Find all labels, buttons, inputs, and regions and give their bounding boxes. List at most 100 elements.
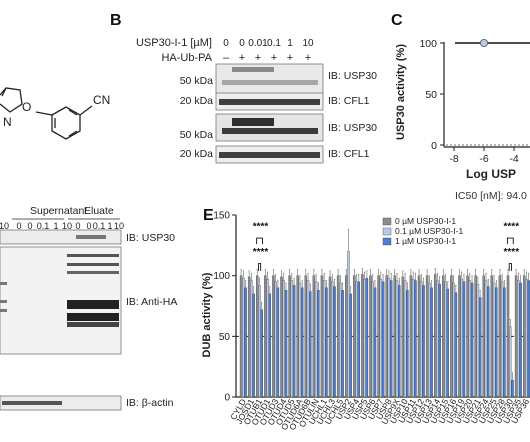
bar-usp30-s0 (506, 275, 510, 398)
panel-b-probe-label: HA-Ub-PA (161, 52, 212, 64)
bar-usp8-s0 (385, 275, 388, 398)
bar-otud6b-s2 (309, 291, 312, 398)
bar-usp10-s2 (406, 290, 409, 398)
sig-stars-outer: **** (504, 222, 520, 233)
sig-bracket-outer (506, 237, 514, 245)
bar-usp19-s1 (460, 279, 463, 398)
panel-d-lane-value: 0 (16, 221, 21, 231)
bar-otub1-s0 (256, 275, 259, 398)
blot-ib-2: IB: CFL1 (328, 95, 370, 107)
bar-uchl5-s0 (336, 275, 340, 398)
blot-cfl1-1-band (219, 99, 320, 105)
panel-d-lane-value: 10 (62, 221, 72, 231)
bar-usp35-s2 (519, 282, 522, 398)
bar-usp9x-s2 (398, 285, 401, 398)
bar-uchl1-s1 (322, 280, 326, 398)
bar-usp5-s2 (365, 277, 369, 398)
bar-josd1-s0 (247, 276, 251, 398)
panel-c-xtick-label-c: -4 (509, 153, 518, 165)
sig-bracket-inner (508, 263, 512, 271)
panel-e-ytick-label: 0 (224, 393, 230, 404)
d-ib-anti-ha: IB: Anti-HA (126, 296, 177, 308)
panel-b-lane-sign: + (255, 52, 261, 64)
panel-c-xtick-label-b: -6 (479, 153, 488, 165)
bar-otud4-s1 (282, 280, 285, 398)
panel-b-lane-value: 10 (302, 38, 314, 49)
blot-ib-4: IB: CFL1 (328, 148, 370, 160)
bar-otud4-s0 (280, 276, 283, 398)
panel-d-lane-value: 10 (0, 221, 9, 231)
bar-otud5-s2 (292, 285, 296, 398)
sig-bracket-inner (257, 263, 262, 271)
bar-usp19-s0 (458, 275, 461, 398)
bar-usp7-s1 (379, 279, 383, 398)
sig-stars-inner: **** (253, 247, 269, 258)
panel-d-lane-value: 0.1 (37, 221, 50, 231)
bar-otud6a-s1 (298, 282, 302, 398)
sig-bracket-outer (256, 237, 263, 245)
bar-josd1-s1 (250, 280, 253, 398)
blot-marker-4: 20 kDa (180, 148, 213, 160)
bar-usp15-s2 (446, 288, 450, 398)
blot-ib-1: IB: USP30 (328, 70, 377, 82)
panel-b-lane-value: 1 (287, 38, 293, 49)
bar-usp9x-s1 (395, 280, 399, 398)
panel-c-ytick-50: 50 (425, 89, 437, 101)
bar-cyld-s0 (239, 275, 243, 398)
panel-b-lane-sign: + (305, 52, 311, 64)
bar-josd1-s2 (252, 293, 255, 398)
bar-usp2-s2 (349, 293, 352, 398)
bar-usp21-s2 (478, 297, 482, 398)
bar-otud5-s1 (290, 280, 294, 398)
panel-b-lane-signs: – + + + + + (223, 52, 311, 64)
bar-usp8-s1 (387, 277, 391, 398)
bar-uchl3-s0 (328, 276, 332, 398)
bar-usp15-s0 (442, 275, 445, 398)
bar-usp36-s2 (527, 280, 530, 398)
panel-d-lane-value: 0 (27, 221, 32, 231)
bar-usp24-s0 (482, 275, 485, 398)
panel-b-lane-sign: + (239, 52, 245, 64)
bar-usp2-s1 (347, 251, 350, 398)
d-blot-usp30-band (76, 235, 106, 239)
bar-usp7-s0 (377, 275, 380, 398)
bar-cyld-s1 (242, 277, 245, 398)
bar-usp30-s2 (511, 379, 514, 398)
panel-c-ic50: IC50 [nM]: 94.0 ( (455, 190, 530, 202)
bar-usp4-s2 (357, 281, 361, 398)
bar-usp28-s2 (503, 287, 506, 398)
d-ib-usp30: IB: USP30 (126, 232, 175, 244)
panel-b-letter: B (110, 12, 122, 29)
bar-otulin-s0 (312, 275, 316, 398)
bar-usp10-s0 (401, 276, 405, 398)
bar-usp4-s0 (353, 275, 356, 398)
panel-e-ytick-label: 50 (219, 332, 231, 343)
bar-uchl5-s1 (339, 282, 342, 398)
group-eluate: Eluate (84, 205, 114, 217)
bar-otud6b-s0 (304, 275, 307, 398)
bar-cyld-s2 (244, 287, 247, 398)
bar-usp35-s1 (517, 280, 520, 398)
bar-usp12-s0 (417, 275, 421, 398)
bar-otud1-s1 (266, 279, 269, 398)
panel-e-error-bars (240, 229, 530, 381)
bar-usp6-s1 (371, 281, 374, 398)
bar-otub1-s1 (258, 285, 261, 398)
panel-d-lane-value: 0 (75, 221, 80, 231)
panel-b-lane-value: 0 (223, 38, 229, 49)
bar-otud1-s2 (268, 293, 272, 398)
blot-usp30-1-band-b (222, 80, 318, 85)
blot-usp30-1-band (232, 67, 274, 72)
panel-e-letter: E (203, 207, 214, 224)
blot-usp30-2-band (232, 118, 274, 126)
bar-otud6a-s2 (300, 287, 304, 398)
panel-d-lane-value: 1 (53, 221, 58, 231)
panel-b-lane-sign: – (223, 52, 230, 64)
bar-uchl1-s0 (320, 275, 324, 398)
blot-usp30-2-band-b (222, 128, 318, 134)
panel-b-lane-sign: + (287, 52, 293, 64)
bar-usp21-s0 (474, 275, 477, 398)
panel-b-lane-values: 0 0 0.01 0.1 1 10 (223, 38, 314, 49)
